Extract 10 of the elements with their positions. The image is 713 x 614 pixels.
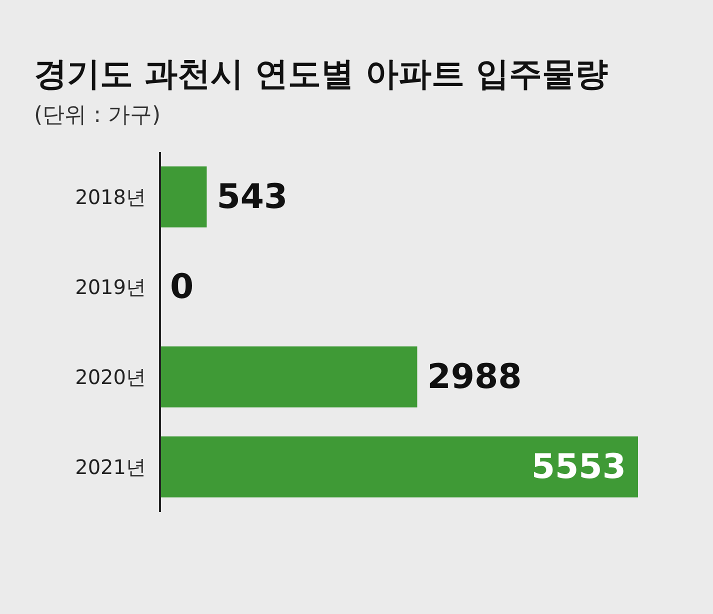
y-tick-label: 2020년	[75, 365, 146, 390]
data-label: 0	[170, 267, 194, 307]
chart-subtitle: (단위 : 가구)	[34, 102, 161, 130]
y-tick-label: 2021년	[75, 455, 146, 480]
data-label: 2988	[427, 357, 522, 397]
data-label: 543	[216, 177, 288, 217]
y-tick-label: 2018년	[75, 185, 146, 210]
chart-title: 경기도 과천시 연도별 아파트 입주물량	[34, 53, 608, 95]
data-label: 5553	[531, 447, 626, 487]
y-tick-label: 2019년	[75, 275, 146, 300]
